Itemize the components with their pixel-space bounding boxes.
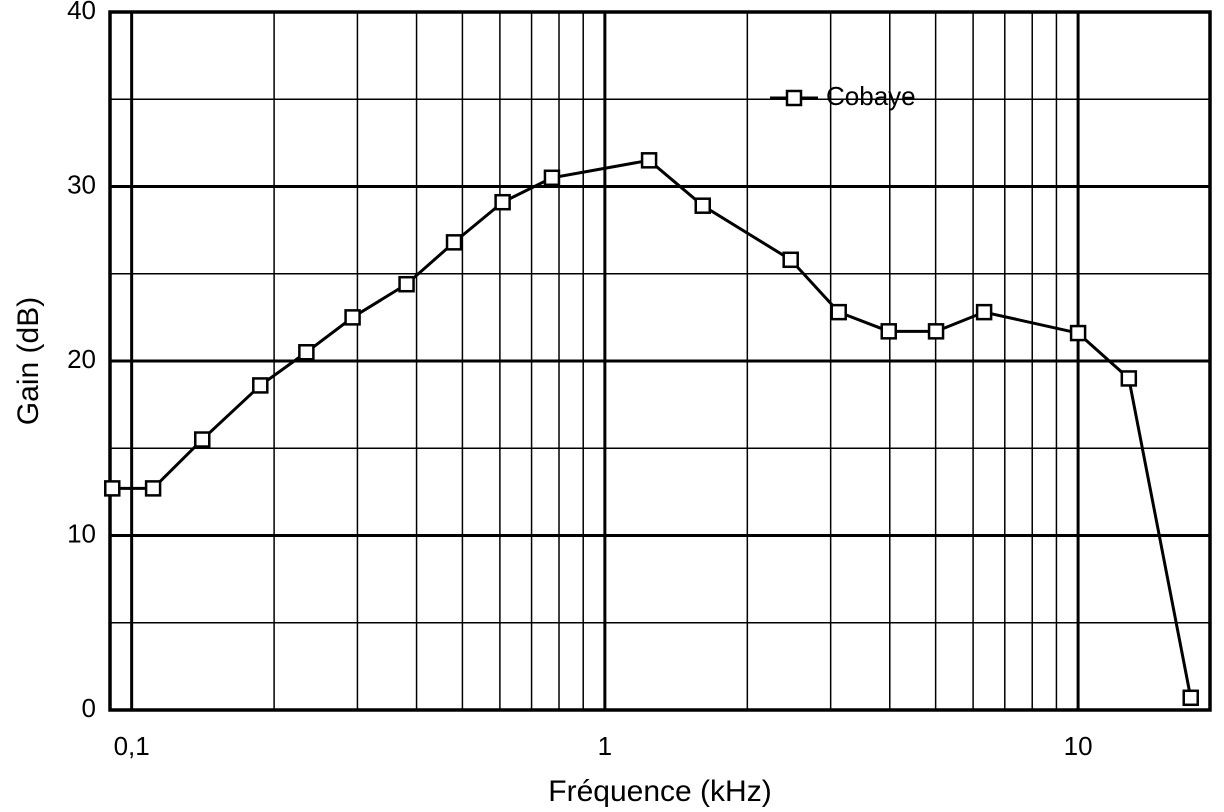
y-tick-label: 0 [82,693,96,723]
point-marker [298,344,315,361]
point-marker [194,431,211,448]
x-axis-label: Fréquence (kHz) [548,775,771,808]
point-marker [1182,689,1199,707]
point-marker [830,303,847,321]
x-tick-label: 1 [598,731,612,761]
point-marker [927,323,945,340]
point-marker [975,303,993,321]
point-marker [1120,370,1138,387]
legend-label: Cobaye [826,81,916,111]
y-axis-label: Gain (dB) [12,297,45,425]
point-marker [252,377,269,394]
y-tick-label: 30 [67,169,96,199]
point-marker [344,309,361,326]
x-tick-label: 0,1 [114,731,150,761]
point-marker [1069,324,1087,342]
point-marker [398,275,415,293]
plot-frame [108,10,1212,712]
point-marker [494,193,511,211]
point-marker [640,152,658,169]
point-marker [782,251,799,269]
point-marker [694,197,711,214]
point-marker [880,323,897,340]
y-tick-label: 40 [67,0,96,25]
point-marker [104,480,121,497]
point-marker [445,234,463,251]
point-marker [543,169,561,187]
y-tick-label: 10 [67,518,96,548]
legend-marker [785,89,803,107]
x-tick-label: 10 [1064,731,1093,761]
point-marker [144,480,162,497]
y-tick-label: 20 [67,344,96,374]
